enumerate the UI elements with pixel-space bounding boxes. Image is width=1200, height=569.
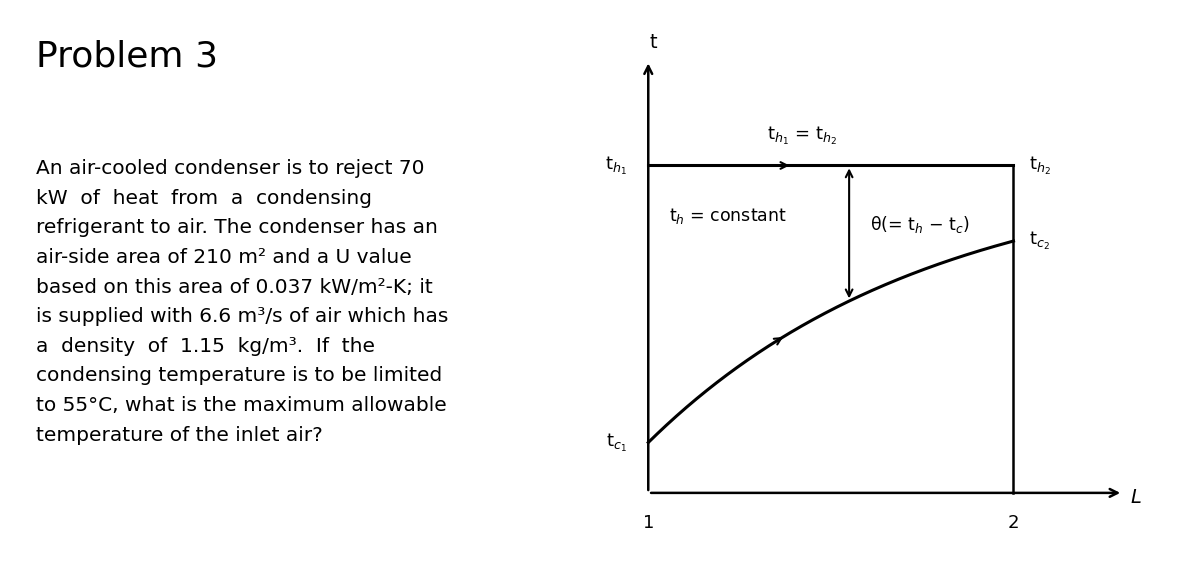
Text: air-side area of 210 m² and a U value: air-side area of 210 m² and a U value <box>36 248 412 267</box>
Text: kW  of  heat  from  a  condensing: kW of heat from a condensing <box>36 189 372 208</box>
Text: condensing temperature is to be limited: condensing temperature is to be limited <box>36 366 443 385</box>
Text: t$_{h_1}$ = t$_{h_2}$: t$_{h_1}$ = t$_{h_2}$ <box>767 125 836 147</box>
Text: a  density  of  1.15  kg/m³.  If  the: a density of 1.15 kg/m³. If the <box>36 337 374 356</box>
Text: t$_h$ = constant: t$_h$ = constant <box>670 206 787 226</box>
Text: to 55°C, what is the maximum allowable: to 55°C, what is the maximum allowable <box>36 396 446 415</box>
Text: t$_{c_2}$: t$_{c_2}$ <box>1030 230 1050 252</box>
Text: θ(= t$_h$ − t$_c$): θ(= t$_h$ − t$_c$) <box>870 215 970 236</box>
Text: refrigerant to air. The condenser has an: refrigerant to air. The condenser has an <box>36 218 438 237</box>
Text: 1: 1 <box>642 514 654 532</box>
Text: L: L <box>1130 488 1141 506</box>
Text: temperature of the inlet air?: temperature of the inlet air? <box>36 426 323 444</box>
Text: t$_{c_1}$: t$_{c_1}$ <box>606 431 628 453</box>
Text: based on this area of 0.037 kW/m²-K; it: based on this area of 0.037 kW/m²-K; it <box>36 278 433 296</box>
Text: t$_{h_1}$: t$_{h_1}$ <box>606 154 628 176</box>
Text: t$_{h_2}$: t$_{h_2}$ <box>1030 154 1051 176</box>
Text: 2: 2 <box>1008 514 1019 532</box>
Text: An air-cooled condenser is to reject 70: An air-cooled condenser is to reject 70 <box>36 159 425 178</box>
Text: is supplied with 6.6 m³/s of air which has: is supplied with 6.6 m³/s of air which h… <box>36 307 449 326</box>
Text: t: t <box>649 33 658 52</box>
Text: Problem 3: Problem 3 <box>36 40 218 74</box>
